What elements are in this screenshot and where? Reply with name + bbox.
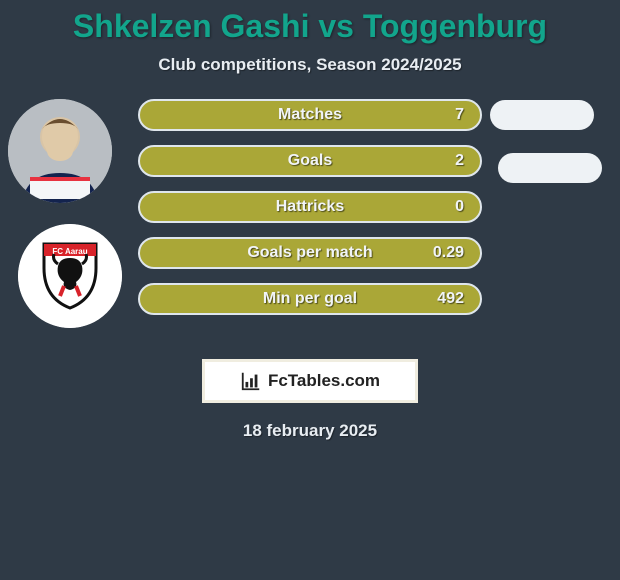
stat-label: Goals per match <box>140 239 480 267</box>
svg-text:FC Aarau: FC Aarau <box>52 247 87 256</box>
player-photo-placeholder <box>8 99 112 203</box>
stat-value: 492 <box>437 285 464 313</box>
stat-value: 0.29 <box>433 239 464 267</box>
stat-row: Hattricks 0 <box>138 191 482 223</box>
stat-row: Matches 7 <box>138 99 482 131</box>
player-avatar <box>8 99 112 203</box>
stat-rows: Matches 7 Goals 2 Hattricks 0 Goals per … <box>138 99 482 329</box>
stat-label: Hattricks <box>140 193 480 221</box>
stat-value: 7 <box>455 101 464 129</box>
content-area: FC Aarau Matches 7 Goals 2 Hattricks 0 G… <box>0 99 620 349</box>
stat-row: Goals 2 <box>138 145 482 177</box>
subtitle: Club competitions, Season 2024/2025 <box>0 55 620 75</box>
site-name: FcTables.com <box>268 371 380 391</box>
date-text: 18 february 2025 <box>0 421 620 441</box>
chart-icon <box>240 370 262 392</box>
stat-label: Min per goal <box>140 285 480 313</box>
team-badge: FC Aarau <box>18 224 122 328</box>
page-title: Shkelzen Gashi vs Toggenburg <box>0 0 620 45</box>
stat-row: Goals per match 0.29 <box>138 237 482 269</box>
stat-row: Min per goal 492 <box>138 283 482 315</box>
stat-label: Goals <box>140 147 480 175</box>
comparison-pill <box>490 100 594 130</box>
stat-value: 0 <box>455 193 464 221</box>
comparison-pill <box>498 153 602 183</box>
stat-label: Matches <box>140 101 480 129</box>
site-badge: FcTables.com <box>202 359 418 403</box>
stat-value: 2 <box>455 147 464 175</box>
comparison-card: Shkelzen Gashi vs Toggenburg Club compet… <box>0 0 620 580</box>
team-crest-placeholder: FC Aarau <box>18 224 122 328</box>
